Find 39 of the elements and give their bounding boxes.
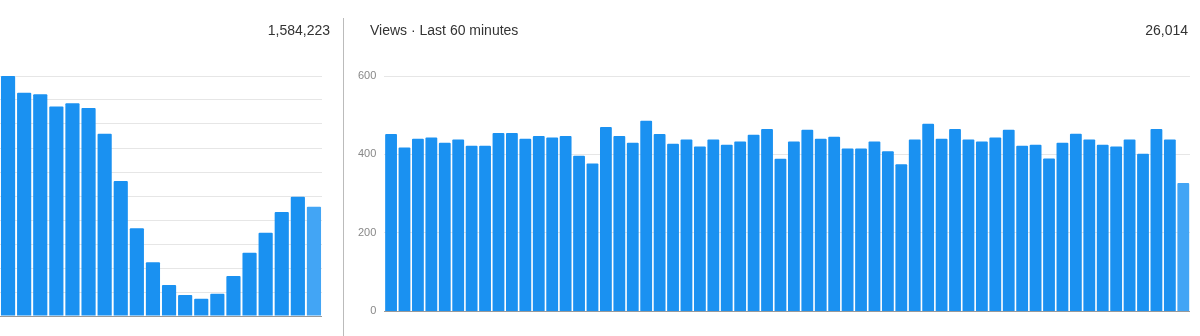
bar — [398, 147, 411, 311]
text: 1,584,223 — [267, 22, 330, 38]
y-tick-label: 400 — [357, 147, 377, 160]
bar — [17, 92, 32, 316]
y-tick-label: 600 — [357, 69, 377, 82]
text: 26,014 — [1145, 22, 1188, 38]
bar — [290, 196, 305, 316]
bar — [0, 76, 16, 316]
bar — [194, 298, 209, 316]
bar — [492, 132, 505, 311]
bar — [1163, 139, 1176, 311]
bar — [586, 163, 599, 311]
bar — [210, 293, 225, 316]
bar — [1177, 183, 1190, 311]
bar — [161, 285, 177, 316]
y-tick-label: 0 — [370, 304, 377, 317]
bar — [1150, 128, 1163, 311]
bar — [258, 232, 273, 316]
bar — [178, 295, 193, 316]
y-tick-label: 200 — [357, 225, 377, 238]
bar — [1123, 139, 1136, 311]
bar — [145, 262, 161, 316]
bar — [274, 212, 289, 316]
bar — [306, 206, 322, 316]
bar — [1029, 144, 1042, 311]
bar — [1043, 158, 1055, 311]
bar — [49, 106, 64, 316]
bar — [33, 94, 48, 316]
bar — [1137, 153, 1149, 311]
bar — [1056, 142, 1069, 311]
bar — [385, 134, 397, 311]
bar — [962, 139, 975, 311]
bar — [680, 139, 693, 311]
bar — [868, 141, 881, 311]
bar — [129, 228, 144, 316]
bar — [113, 181, 128, 316]
bar — [97, 133, 112, 316]
bar — [774, 158, 787, 311]
chart-title: Views · Last 60 minutes — [370, 22, 519, 38]
